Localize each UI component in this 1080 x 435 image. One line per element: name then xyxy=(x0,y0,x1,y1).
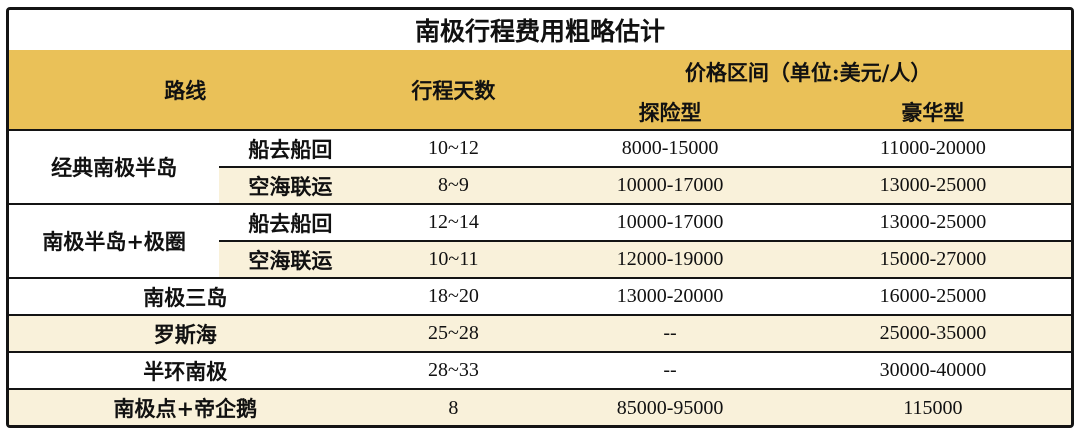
adventure-price-cell: 10000-17000 xyxy=(545,203,795,242)
adventure-price-cell: 13000-20000 xyxy=(545,277,795,315)
table-row: 南极点+帝企鹅 8 85000-95000 115000 xyxy=(9,388,1071,425)
column-header-luxury: 豪华型 xyxy=(794,94,1071,131)
table-row: 空海联运 10~11 12000-19000 15000-27000 xyxy=(9,241,1071,278)
cost-table: 南极行程费用粗略估计 路线 行程天数 价格区间（单位:美元/人） 探险型 豪华型… xyxy=(6,7,1074,428)
route-cell: 经典南极半岛 xyxy=(9,130,220,204)
title-row: 南极行程费用粗略估计 xyxy=(9,10,1071,50)
table-row: 罗斯海 25~28 -- 25000-35000 xyxy=(9,314,1071,352)
luxury-price-cell: 25000-35000 xyxy=(794,314,1071,352)
days-cell: 18~20 xyxy=(361,277,546,315)
days-cell: 10~11 xyxy=(361,241,546,278)
adventure-price-cell: -- xyxy=(545,351,795,389)
days-cell: 25~28 xyxy=(361,314,546,352)
luxury-price-cell: 115000 xyxy=(794,388,1071,425)
column-header-days: 行程天数 xyxy=(361,50,546,131)
column-header-route: 路线 xyxy=(9,50,362,131)
column-header-price-group: 价格区间（单位:美元/人） xyxy=(545,50,1071,94)
mode-cell: 空海联运 xyxy=(219,167,362,204)
route-cell: 南极半岛+极圈 xyxy=(9,203,220,278)
route-cell: 罗斯海 xyxy=(9,314,362,352)
mode-cell: 船去船回 xyxy=(219,130,362,168)
route-cell: 南极三岛 xyxy=(9,277,362,315)
mode-cell: 船去船回 xyxy=(219,203,362,242)
mode-cell: 空海联运 xyxy=(219,241,362,278)
luxury-price-cell: 15000-27000 xyxy=(794,241,1071,278)
luxury-price-cell: 16000-25000 xyxy=(794,277,1071,315)
header-row-main: 路线 行程天数 价格区间（单位:美元/人） xyxy=(9,50,1071,131)
table-row: 经典南极半岛 船去船回 10~12 8000-15000 11000-20000 xyxy=(9,130,1071,204)
luxury-price-cell: 30000-40000 xyxy=(794,351,1071,389)
days-cell: 8 xyxy=(361,388,546,425)
antarctica-cost-table: 南极行程费用粗略估计 路线 行程天数 价格区间（单位:美元/人） 探险型 豪华型… xyxy=(9,10,1071,425)
days-cell: 10~12 xyxy=(361,130,546,168)
luxury-price-cell: 11000-20000 xyxy=(794,130,1071,168)
adventure-price-cell: 8000-15000 xyxy=(545,130,795,168)
days-cell: 28~33 xyxy=(361,351,546,389)
column-header-adventure: 探险型 xyxy=(545,94,795,131)
route-cell: 南极点+帝企鹅 xyxy=(9,388,362,425)
luxury-price-cell: 13000-25000 xyxy=(794,203,1071,242)
table-row: 空海联运 8~9 10000-17000 13000-25000 xyxy=(9,167,1071,204)
adventure-price-cell: -- xyxy=(545,314,795,352)
table-row: 南极三岛 18~20 13000-20000 16000-25000 xyxy=(9,277,1071,315)
table-row: 南极半岛+极圈 船去船回 12~14 10000-17000 13000-250… xyxy=(9,203,1071,278)
route-cell: 半环南极 xyxy=(9,351,362,389)
table-row: 半环南极 28~33 -- 30000-40000 xyxy=(9,351,1071,389)
days-cell: 12~14 xyxy=(361,203,546,242)
adventure-price-cell: 12000-19000 xyxy=(545,241,795,278)
adventure-price-cell: 85000-95000 xyxy=(545,388,795,425)
adventure-price-cell: 10000-17000 xyxy=(545,167,795,204)
days-cell: 8~9 xyxy=(361,167,546,204)
table-title: 南极行程费用粗略估计 xyxy=(9,10,1071,50)
luxury-price-cell: 13000-25000 xyxy=(794,167,1071,204)
header-row-sub: 探险型 豪华型 xyxy=(9,94,1071,131)
